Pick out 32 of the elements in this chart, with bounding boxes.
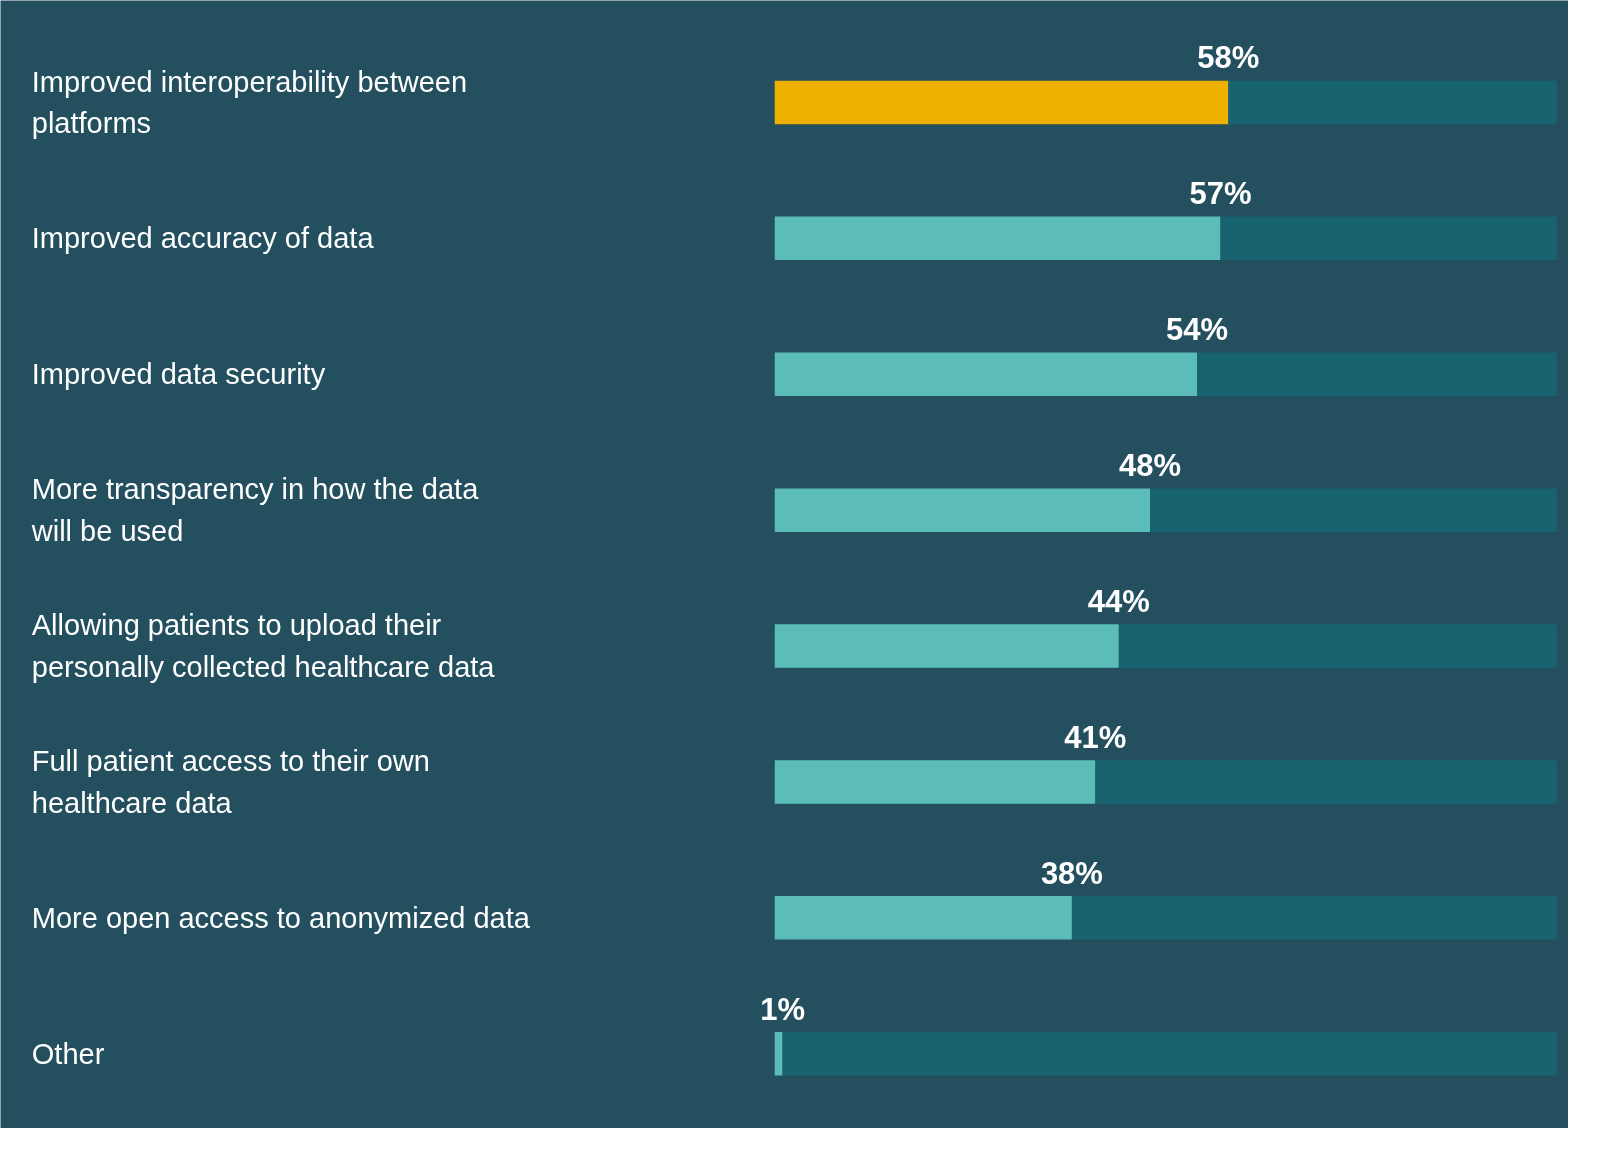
bar (1150, 488, 1557, 532)
y-tick-label: More transparency in how the data will be used (30, 473, 480, 547)
bar (782, 1032, 1557, 1076)
data-label: 48% (1119, 447, 1182, 483)
bar (774, 488, 1151, 532)
bar (1118, 624, 1557, 668)
y-tick-label: Full patient access to their own healthcare data (31, 745, 430, 819)
bar (1220, 216, 1557, 261)
bar (1228, 80, 1557, 125)
bar (774, 1032, 783, 1076)
y-tick-label: Improved interoperability between platforms (31, 65, 468, 140)
data-label: 58% (1197, 40, 1260, 76)
bar (774, 80, 1229, 125)
bar (774, 760, 1096, 804)
data-label: 57% (1189, 176, 1252, 212)
bar (774, 624, 1119, 668)
bar (774, 896, 1072, 940)
y-tick-label: Improved accuracy of data (31, 222, 375, 255)
bar (774, 352, 1198, 396)
bar (1095, 760, 1557, 804)
y-tick-label: More open access to anonymized data (31, 901, 531, 934)
bar (1071, 896, 1557, 940)
data-label: 41% (1064, 719, 1127, 755)
bar (774, 216, 1221, 261)
data-label: 44% (1087, 583, 1150, 619)
bar (1197, 352, 1557, 396)
data-label: 54% (1166, 312, 1229, 348)
y-tick-label: Other (31, 1037, 105, 1070)
data-label: 1% (760, 991, 805, 1027)
y-tick-label: Improved data security (31, 358, 326, 391)
y-tick-label: Allowing patients to upload their personally collected healthcare data (31, 609, 496, 683)
data-label: 38% (1040, 855, 1103, 891)
